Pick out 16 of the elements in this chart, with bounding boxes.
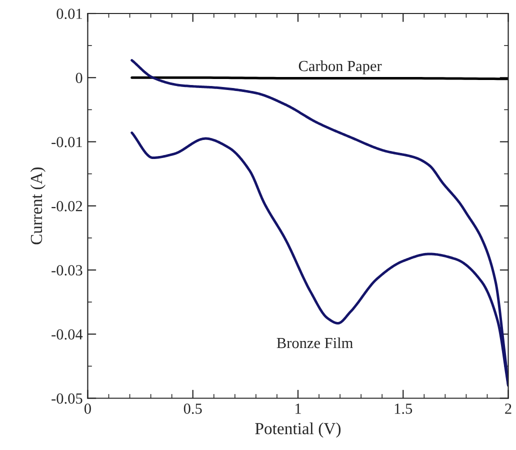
y-tick-label: -0.05 (52, 393, 82, 404)
series-label: Bronze Film (276, 337, 353, 348)
x-tick-label: 2 (505, 404, 512, 414)
y-tick-label: 0.01 (56, 8, 82, 20)
y-tick-label: -0.02 (52, 201, 82, 212)
y-tick-label: 0 (76, 72, 82, 84)
x-tick-label: 1.5 (394, 404, 412, 414)
y-tick-label: -0.03 (52, 265, 82, 276)
x-tick-label: 1 (296, 404, 301, 414)
x-tick-label: 0 (84, 404, 91, 414)
x-axis-title: Potential (V) (255, 422, 341, 438)
x-tick-label: 0.5 (184, 404, 202, 414)
y-axis-title: Current (A) (30, 168, 46, 244)
y-tick-label: -0.01 (52, 136, 82, 148)
series-label: Carbon Paper (298, 60, 382, 74)
y-tick-label: -0.04 (52, 329, 83, 340)
